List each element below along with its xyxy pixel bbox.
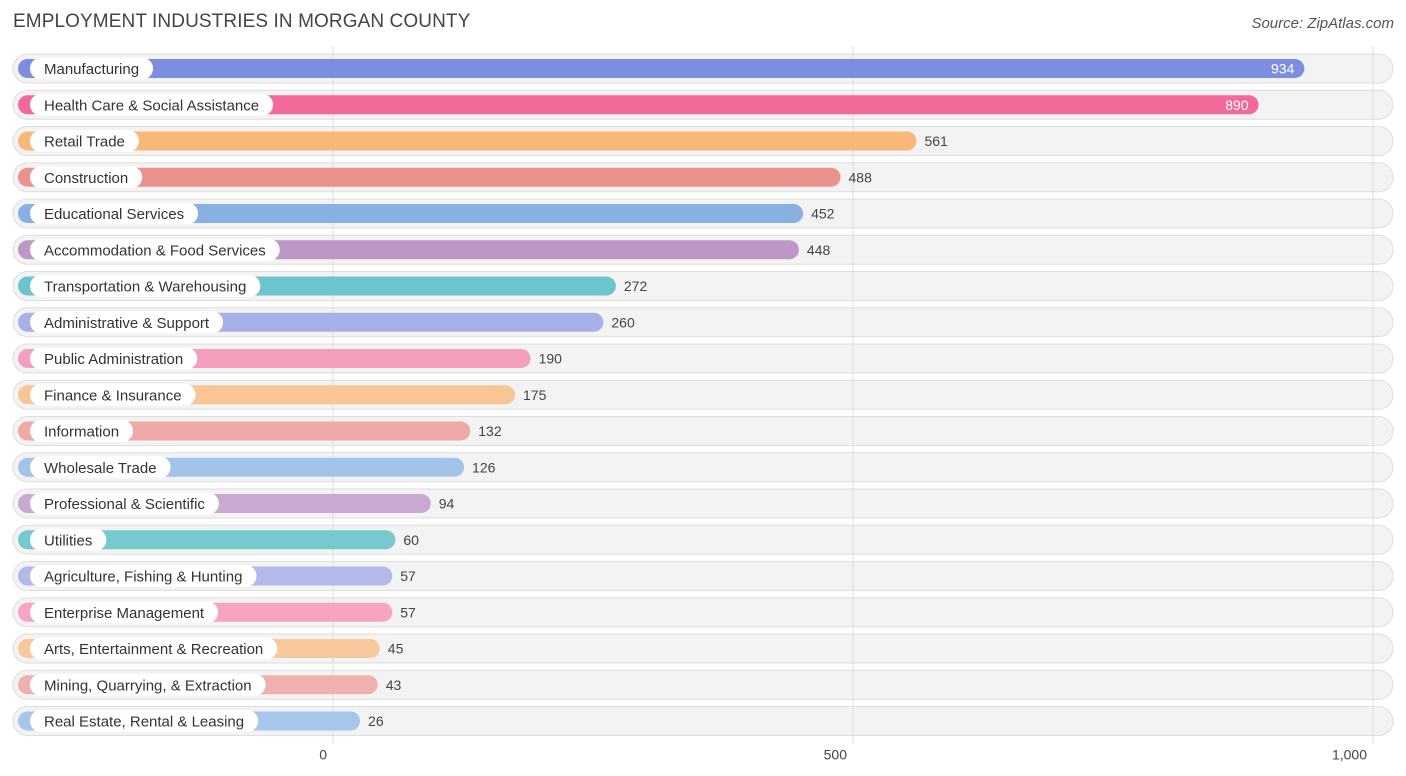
category-label-pill	[30, 710, 259, 732]
category-label-pill	[30, 93, 274, 116]
value-label: 26	[368, 713, 384, 729]
category-label: Educational Services	[44, 206, 184, 223]
category-label: Public Administration	[44, 351, 183, 368]
bar	[18, 530, 396, 550]
category-label: Transportation & Warehousing	[44, 279, 246, 296]
category-label: Wholesale Trade	[44, 460, 157, 477]
category-label: Construction	[44, 170, 128, 187]
category-label-pill	[30, 130, 139, 152]
category-label-pill	[30, 202, 199, 225]
category-label: Utilities	[44, 532, 92, 549]
category-label-pill	[30, 601, 219, 624]
category-label-pill	[30, 275, 261, 297]
category-label-pill	[30, 311, 224, 334]
bar	[18, 131, 917, 151]
category-label: Enterprise Management	[44, 605, 205, 622]
category-label-pill	[30, 456, 171, 479]
value-label: 57	[400, 604, 416, 620]
value-label: 452	[811, 206, 835, 222]
category-label: Arts, Entertainment & Recreation	[44, 641, 263, 658]
category-label: Accommodation & Food Services	[44, 242, 266, 259]
value-label: 126	[472, 459, 496, 475]
category-label-pill	[30, 492, 219, 515]
source-note: Source: ZipAtlas.com	[1251, 15, 1394, 32]
x-tick-label: 500	[824, 747, 848, 763]
value-label: 132	[478, 423, 502, 439]
value-label: 488	[849, 169, 873, 185]
x-tick-label: 0	[319, 747, 327, 763]
row-background	[12, 706, 1394, 736]
value-label: 60	[403, 532, 419, 548]
category-label-pill	[30, 420, 134, 442]
category-label: Mining, Quarrying, & Extraction	[44, 677, 252, 694]
value-label: 260	[611, 314, 635, 330]
value-label: 190	[539, 351, 563, 367]
value-label: 448	[807, 242, 831, 258]
category-label-pill	[30, 637, 278, 660]
category-label: Real Estate, Rental & Leasing	[44, 714, 244, 731]
category-label-pill	[30, 347, 198, 370]
category-label: Retail Trade	[44, 134, 125, 151]
category-label-pill	[30, 57, 154, 80]
category-label-pill	[30, 238, 280, 261]
value-label: 934	[1271, 61, 1295, 77]
value-label: 272	[624, 278, 648, 294]
category-label-pill	[30, 528, 107, 551]
category-label: Finance & Insurance	[44, 387, 182, 404]
category-label: Administrative & Support	[44, 315, 210, 332]
value-label: 561	[924, 133, 948, 149]
category-label-pill	[30, 383, 196, 406]
category-label: Information	[44, 424, 119, 441]
bar	[18, 95, 1259, 115]
value-label: 43	[386, 677, 402, 693]
value-label: 94	[439, 496, 455, 512]
value-label: 57	[400, 568, 416, 584]
category-label: Professional & Scientific	[44, 496, 205, 513]
bar	[18, 167, 841, 187]
x-tick-label: 1,000	[1332, 747, 1367, 763]
category-label-pill	[30, 166, 143, 189]
value-label: 45	[388, 641, 404, 657]
chart-title: EMPLOYMENT INDUSTRIES IN MORGAN COUNTY	[13, 11, 471, 32]
category-label: Agriculture, Fishing & Hunting	[44, 569, 242, 586]
category-label: Manufacturing	[44, 61, 139, 78]
value-label: 175	[523, 387, 547, 403]
category-label-pill	[30, 673, 266, 696]
category-label-pill	[30, 565, 257, 587]
category-label: Health Care & Social Assistance	[44, 97, 259, 114]
bar	[18, 59, 1305, 78]
value-label: 890	[1225, 97, 1249, 113]
bar	[18, 204, 804, 223]
